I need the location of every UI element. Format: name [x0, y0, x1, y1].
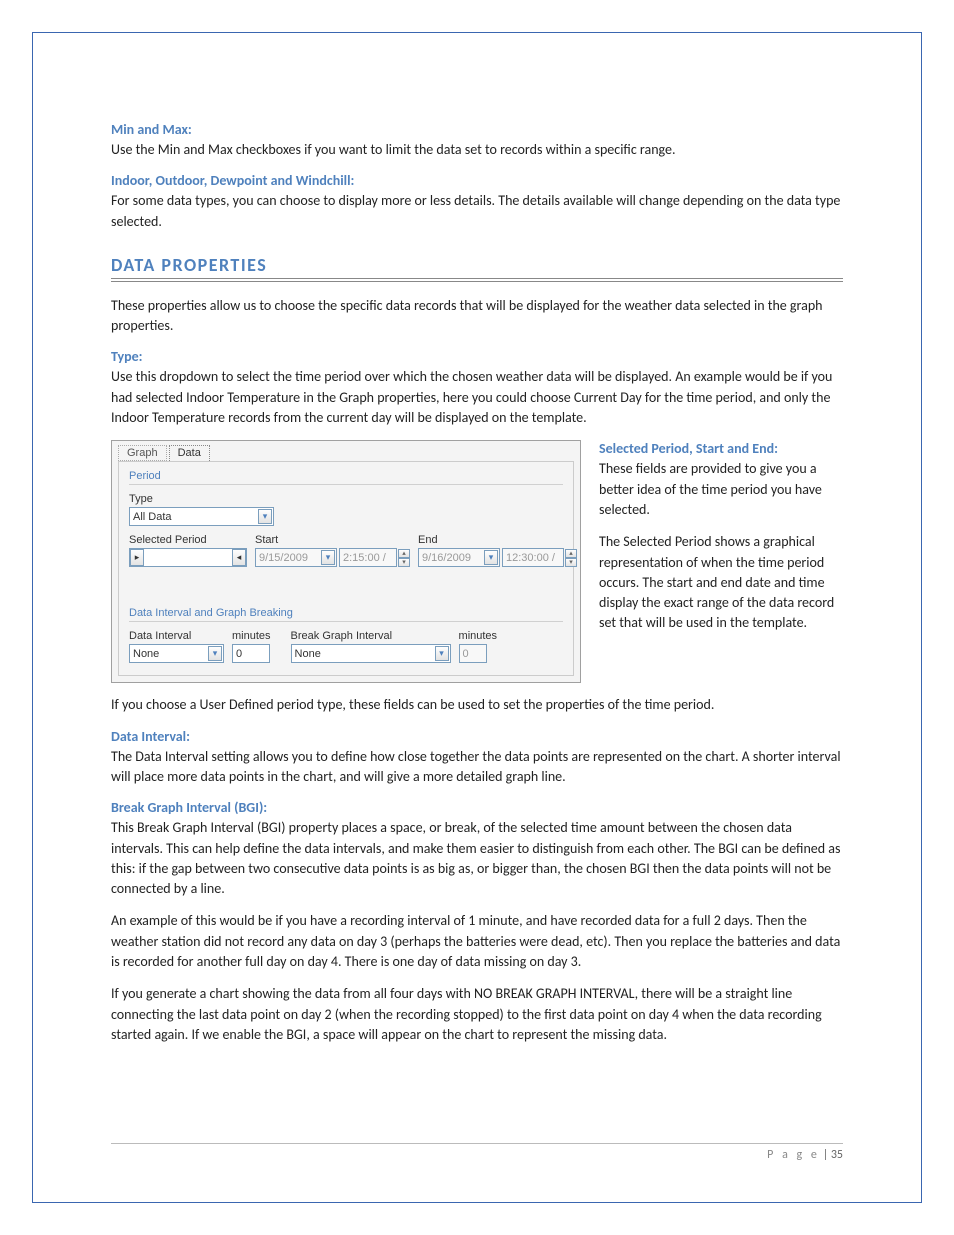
selected-period-side-text: Selected Period, Start and End: These fi…	[599, 440, 843, 645]
end-time-spinner[interactable]: ▴ ▾	[565, 549, 577, 567]
footer-sep: |	[820, 1148, 831, 1162]
selected-period-bar[interactable]: ▸ ◂	[129, 548, 247, 567]
text-data-interval: The Data Interval setting allows you to …	[111, 747, 843, 788]
data-properties-dialog: Graph Data Period Type All Data ▾ Select…	[111, 440, 581, 683]
heading-type: Type:	[111, 348, 843, 365]
page-frame: Min and Max: Use the Min and Max checkbo…	[32, 32, 922, 1203]
end-date-field[interactable]: 9/16/2009 ▾	[418, 548, 500, 567]
data-interval-value: None	[133, 648, 159, 660]
heading-selected-period: Selected Period, Start and End:	[599, 440, 843, 457]
dropdown-data-interval[interactable]: None ▾	[129, 644, 224, 663]
footer-label: P a g e	[767, 1148, 820, 1162]
dialog-body: Period Type All Data ▾ Selected Period ▸	[118, 461, 574, 676]
arrow-right-icon[interactable]: ▸	[130, 549, 144, 566]
heading-data-interval: Data Interval:	[111, 728, 843, 745]
text-data-props-intro: These properties allow us to choose the …	[111, 296, 843, 337]
tab-graph[interactable]: Graph	[118, 445, 167, 461]
text-min-max: Use the Min and Max checkboxes if you wa…	[111, 140, 843, 160]
tab-strip: Graph Data	[112, 441, 580, 461]
chevron-down-icon: ▾	[484, 550, 498, 565]
start-time-field[interactable]: 2:15:00 /	[339, 548, 397, 567]
text-bgi-3: If you generate a chart showing the data…	[111, 984, 843, 1045]
spinner-up-icon: ▴	[398, 549, 410, 558]
heading-min-max: Min and Max:	[111, 121, 843, 138]
heading-bgi: Break Graph Interval (BGI):	[111, 799, 843, 816]
di-minutes-value: 0	[236, 648, 242, 660]
text-type: Use this dropdown to select the time per…	[111, 367, 843, 428]
label-di-minutes: minutes	[232, 630, 271, 642]
label-selected-period: Selected Period	[129, 534, 247, 546]
heading-indoor: Indoor, Outdoor, Dewpoint and Windchill:	[111, 172, 843, 189]
text-indoor: For some data types, you can choose to d…	[111, 191, 843, 232]
dropdown-type[interactable]: All Data ▾	[129, 507, 274, 526]
footer-page-number: 35	[831, 1148, 843, 1162]
label-type: Type	[129, 493, 563, 505]
chevron-down-icon: ▾	[435, 646, 449, 661]
text-user-defined: If you choose a User Defined period type…	[111, 695, 843, 715]
section-rule	[111, 278, 843, 282]
bgi-minutes-field[interactable]: 0	[459, 644, 487, 663]
page-footer: P a g e | 35	[111, 1143, 843, 1162]
data-interval-minutes-field[interactable]: 0	[232, 644, 270, 663]
label-bgi-minutes: minutes	[459, 630, 498, 642]
label-bgi: Break Graph Interval	[291, 630, 451, 642]
chevron-down-icon: ▾	[208, 646, 222, 661]
label-data-interval: Data Interval	[129, 630, 224, 642]
dropdown-bgi[interactable]: None ▾	[291, 644, 451, 663]
arrow-left-icon[interactable]: ◂	[232, 549, 246, 566]
text-bgi-2: An example of this would be if you have …	[111, 911, 843, 972]
text-bgi-1: This Break Graph Interval (BGI) property…	[111, 818, 843, 899]
text-selected-period-2: The Selected Period shows a graphical re…	[599, 532, 843, 633]
start-time-spinner[interactable]: ▴ ▾	[398, 549, 410, 567]
bgi-minutes-value: 0	[463, 648, 469, 660]
start-time-value: 2:15:00 /	[343, 552, 386, 564]
chevron-down-icon: ▾	[258, 509, 272, 524]
start-date-value: 9/15/2009	[259, 552, 308, 564]
spinner-down-icon: ▾	[565, 558, 577, 567]
label-end: End	[418, 534, 577, 546]
label-start: Start	[255, 534, 410, 546]
spinner-down-icon: ▾	[398, 558, 410, 567]
tab-data[interactable]: Data	[169, 445, 210, 461]
group-period-label: Period	[129, 470, 563, 482]
chevron-down-icon: ▾	[321, 550, 335, 565]
end-time-value: 12:30:00 /	[506, 552, 555, 564]
bgi-value: None	[295, 648, 321, 660]
end-date-value: 9/16/2009	[422, 552, 471, 564]
heading-data-properties: DATA PROPERTIES	[111, 254, 843, 276]
end-time-field[interactable]: 12:30:00 /	[502, 548, 564, 567]
start-date-field[interactable]: 9/15/2009 ▾	[255, 548, 337, 567]
group-period: Type All Data ▾ Selected Period ▸ ◂	[129, 484, 563, 567]
group-interval: Data Interval None ▾ minutes 0	[129, 621, 563, 663]
text-selected-period-1: These fields are provided to give you a …	[599, 459, 843, 520]
group-interval-label: Data Interval and Graph Breaking	[129, 607, 563, 619]
dropdown-type-value: All Data	[133, 511, 172, 523]
spinner-up-icon: ▴	[565, 549, 577, 558]
dialog-and-side-text: Graph Data Period Type All Data ▾ Select…	[111, 440, 843, 683]
